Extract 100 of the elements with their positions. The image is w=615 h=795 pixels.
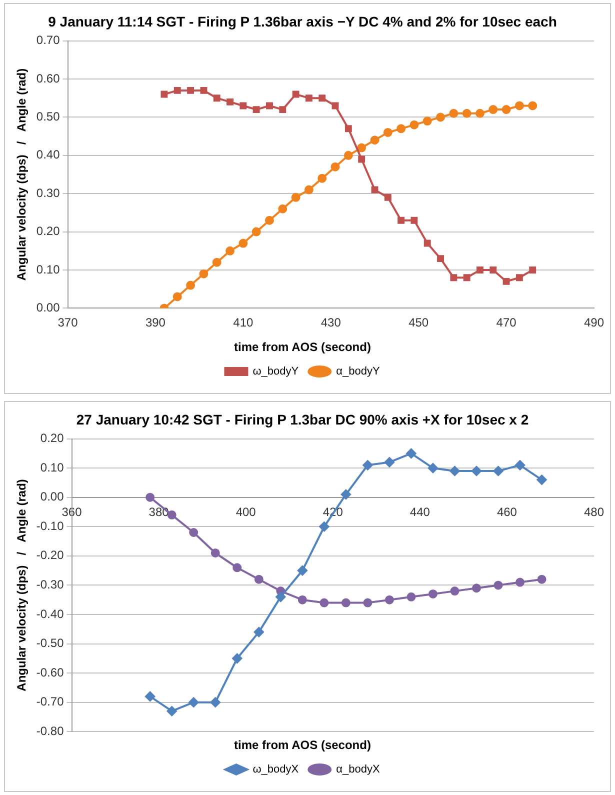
point <box>475 108 484 118</box>
legend-label: α_bodyY <box>336 366 380 378</box>
point <box>174 86 181 94</box>
point <box>320 598 329 608</box>
point <box>357 143 366 152</box>
point <box>370 136 380 145</box>
point <box>213 94 220 102</box>
legend-label: ω_bodyY <box>252 366 300 378</box>
x-tick-label: 480 <box>584 504 604 519</box>
point <box>187 86 194 94</box>
y-tick-label: 0.50 <box>36 110 60 124</box>
y-tick-label: 0.00 <box>36 300 60 315</box>
point <box>172 292 182 302</box>
y-tick-label: 0.20 <box>40 431 64 446</box>
y-tick-label: -0.30 <box>36 578 64 592</box>
point <box>189 528 198 537</box>
point <box>210 697 220 708</box>
point <box>332 102 339 110</box>
y-axis-title: Angular velocity (dps) / Angle (rad) <box>14 479 29 692</box>
point <box>318 94 326 102</box>
y-tick-label: 0.70 <box>36 33 60 48</box>
point <box>232 653 242 664</box>
point <box>516 274 523 282</box>
y-tick-label: 0.30 <box>36 186 60 200</box>
point <box>450 466 460 476</box>
point <box>476 266 484 274</box>
y-tick-label: -0.20 <box>36 548 64 562</box>
point <box>145 691 156 702</box>
point <box>396 124 406 134</box>
point <box>226 246 235 256</box>
point <box>494 580 503 590</box>
point <box>528 101 538 110</box>
point <box>199 269 208 278</box>
point <box>472 584 481 593</box>
point <box>319 522 330 532</box>
x-tick-label: 490 <box>584 316 604 330</box>
point <box>305 94 312 102</box>
x-tick-label: 400 <box>236 504 256 519</box>
y-tick-label: 0.20 <box>36 224 60 238</box>
point <box>502 105 511 114</box>
point <box>358 156 366 163</box>
point <box>278 204 288 214</box>
chart-title: 9 January 11:14 SGT - Firing P 1.36bar axis −Y DC 4% and 2% for 10sec each <box>48 13 557 30</box>
point <box>450 274 458 282</box>
y-axis-title: Angular velocity (dps) / Angle (rad) <box>14 68 29 281</box>
point <box>436 112 446 122</box>
point <box>160 90 168 98</box>
y-tick-label: 0.00 <box>40 490 64 504</box>
point <box>529 266 536 274</box>
point <box>232 563 242 572</box>
point <box>166 706 177 716</box>
x-axis-title: time from AOS (second) <box>234 340 371 354</box>
point <box>383 128 392 137</box>
point <box>304 185 314 194</box>
point <box>279 106 286 114</box>
point <box>428 463 438 474</box>
point <box>537 574 546 584</box>
point <box>291 192 300 202</box>
point <box>330 162 340 172</box>
point <box>462 108 472 118</box>
point <box>238 238 248 248</box>
point <box>344 125 352 132</box>
point <box>292 90 300 98</box>
point <box>424 240 431 247</box>
point <box>384 194 392 201</box>
point <box>384 595 394 604</box>
point <box>371 186 378 194</box>
x-tick-label: 450 <box>408 316 429 330</box>
x-tick-label: 440 <box>410 504 430 519</box>
point <box>406 448 416 458</box>
x-tick-label: 390 <box>145 316 166 330</box>
y-tick-label: -0.60 <box>36 665 64 680</box>
y-tick-label: 0.10 <box>40 460 64 474</box>
point <box>516 578 525 587</box>
point <box>340 489 351 500</box>
x-tick-label: 470 <box>496 316 517 330</box>
point <box>422 116 432 126</box>
point <box>362 460 373 470</box>
point <box>254 627 264 638</box>
point <box>428 589 438 598</box>
point <box>410 216 418 224</box>
point <box>463 274 470 282</box>
point <box>240 102 247 110</box>
y-tick-label: -0.50 <box>36 636 64 650</box>
point <box>515 460 526 470</box>
point <box>344 150 353 160</box>
point <box>490 266 497 274</box>
x-tick-label: 460 <box>496 504 518 519</box>
legend-label: ω_bodyX <box>252 764 300 776</box>
point <box>341 598 350 608</box>
point <box>514 101 524 110</box>
point <box>488 105 498 114</box>
y-tick-label: -0.10 <box>36 518 64 533</box>
point <box>226 98 234 106</box>
point <box>276 592 286 602</box>
point <box>437 255 444 262</box>
point <box>188 697 199 708</box>
point <box>298 595 307 604</box>
chart-title: 27 January 10:42 SGT - Firing P 1.3bar DC 90% axis +X for 10sec x 2 <box>76 411 529 428</box>
y-tick-label: -0.80 <box>36 724 64 738</box>
